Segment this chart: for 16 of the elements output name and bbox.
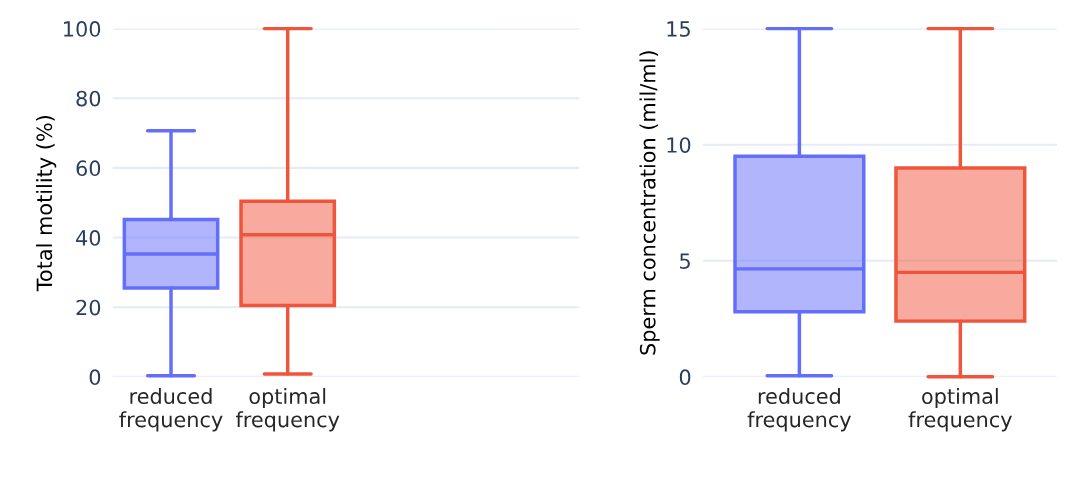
x-tick-label: optimal frequency — [235, 387, 340, 432]
y-axis-title: Sperm concentration (mil/ml) — [639, 51, 660, 355]
y-tick-label: 5 — [680, 253, 690, 269]
x-tick-label: reduced frequency — [747, 387, 851, 432]
y-axis-title: Total motility (%) — [36, 116, 57, 292]
y-tick-label: 15 — [667, 21, 690, 37]
y-tick-label: 100 — [64, 21, 101, 37]
y-tick-label: 10 — [667, 137, 691, 153]
y-tick-label: 20 — [76, 299, 101, 316]
y-tick-label: 60 — [76, 160, 101, 177]
y-tick-label: 0 — [679, 369, 691, 386]
y-tick-label: 40 — [76, 230, 101, 246]
x-tick-label: reduced frequency — [119, 387, 223, 432]
x-tick-label: optimal frequency — [908, 387, 1012, 432]
y-tick-label: 80 — [76, 90, 101, 107]
y-tick-label: 0 — [89, 369, 101, 386]
